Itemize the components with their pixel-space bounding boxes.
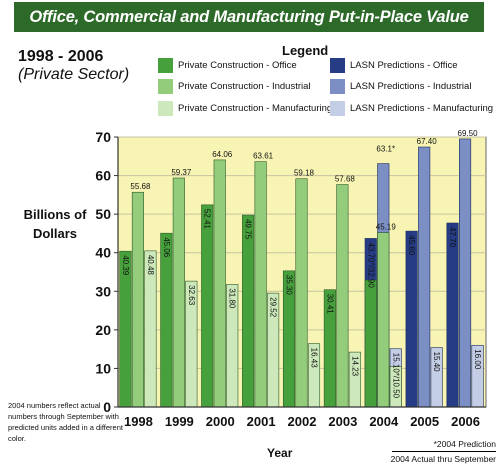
y-tick-label: 0 [103,399,111,415]
y-tick-label: 20 [95,322,111,338]
bar-private-construction-industrial [336,184,349,408]
data-label: 55.68 [130,182,151,191]
data-label: 31.80 [228,288,237,309]
legend-item-lasn-manufacturing: LASN Predictions - Manufacturing [330,101,493,116]
legend-swatch [330,79,345,94]
x-tick-label: 2003 [328,414,357,429]
data-label: 35.30 [285,275,294,296]
legend-item-pc-manufacturing: Private Construction - Manufacturing [158,101,332,116]
bar-private-construction-industrial [295,178,308,408]
data-label: 63.1* [376,145,395,154]
x-tick-label: 2004 [369,414,399,429]
annotation-2004-office: 43.70*/32.90 [366,242,375,288]
legend-label: Private Construction - Manufacturing [178,103,333,114]
data-label: 29.52 [269,297,278,318]
footnote-divider [392,451,496,452]
data-label: 45.06 [162,237,171,258]
bar-lasn-predictions-industrial [418,146,431,408]
data-label: 67.40 [417,137,438,146]
legend-swatch [158,79,173,94]
legend-item-pc-office: Private Construction - Office [158,58,297,73]
data-label: 45.19 [376,223,397,232]
y-tick-label: 10 [95,360,111,376]
data-label: 14.23 [350,356,359,377]
x-tick-label: 2002 [288,414,317,429]
x-tick-label: 1999 [165,414,194,429]
note-text: 2004 numbers reflect actual numbers thro… [8,401,123,443]
bar-private-construction-office [364,279,377,408]
x-tick-label: 2001 [247,414,276,429]
y-tick-label: 40 [95,245,111,261]
data-label: 15.40 [432,352,441,373]
bar-private-construction-office [242,214,255,408]
y-tick-label: 50 [95,206,111,222]
data-label: 40.39 [121,255,130,276]
legend-item-lasn-office: LASN Predictions - Office [330,58,458,73]
x-tick-label: 2000 [206,414,235,429]
data-label: 52.41 [203,209,212,230]
legend-item-pc-industrial: Private Construction - Industrial [158,79,311,94]
data-label: 69.50 [458,129,479,138]
footnote-actual: 2004 Actual thru September [390,454,496,464]
legend-label: LASN Predictions - Manufacturing [350,103,494,114]
bar-private-construction-industrial [131,191,144,408]
data-label: 40.48 [146,255,155,276]
data-label: 47.70 [448,227,457,248]
data-label: 49.75 [244,219,253,240]
bar-private-construction-industrial [254,161,267,408]
legend-label: LASN Predictions - Office [350,60,458,71]
legend-swatch [330,58,345,73]
y-axis-label: Billions of Dollars [23,207,87,241]
legend-label: Private Construction - Office [178,60,297,71]
footnote-prediction: *2004 Prediction [433,439,496,449]
data-label: 59.37 [171,168,192,177]
data-label: 64.06 [212,150,233,159]
y-tick-label: 70 [95,129,111,145]
bar-private-construction-industrial [172,177,185,408]
data-label: 16.43 [310,348,319,369]
bar-lasn-predictions-office [405,230,418,408]
y-tick-label: 60 [95,168,111,184]
data-label: 30.41 [325,294,334,315]
x-tick-label: 2006 [451,414,480,429]
data-label: 45.60 [407,235,416,256]
legend-swatch [158,101,173,116]
x-tick-label: 1998 [124,414,153,429]
bar-private-construction-industrial [213,159,226,408]
legend-label: LASN Predictions - Industrial [350,81,472,92]
data-label: 16.00 [473,349,482,370]
legend-title: Legend [282,43,329,58]
y-tick-label: 30 [95,283,111,299]
period-label: 1998 - 2006 [18,48,104,65]
data-label: 57.68 [335,175,356,184]
legend-item-lasn-industrial: LASN Predictions - Industrial [330,79,471,94]
data-label: 32.63 [187,285,196,306]
bar-private-construction-office [201,204,214,408]
bar-lasn-predictions-industrial [459,138,472,408]
x-tick-label: 2005 [410,414,439,429]
legend-swatch [158,58,173,73]
x-axis-label: Year [267,446,293,460]
bar-lasn-predictions-office [446,222,459,408]
legend-label: Private Construction - Industrial [178,81,311,92]
annotation-2004-manufacturing: 15.10*/10.50 [391,353,400,399]
legend-swatch [330,101,345,116]
bar-private-construction-office [160,232,173,408]
data-label: 63.61 [253,152,274,161]
sector-label: (Private Sector) [18,66,130,83]
data-label: 59.18 [294,169,315,178]
title-banner: Office, Commercial and Manufacturing Put… [14,2,484,32]
bar-private-construction-industrial [377,232,390,408]
chart-title: Office, Commercial and Manufacturing Put… [29,7,469,26]
